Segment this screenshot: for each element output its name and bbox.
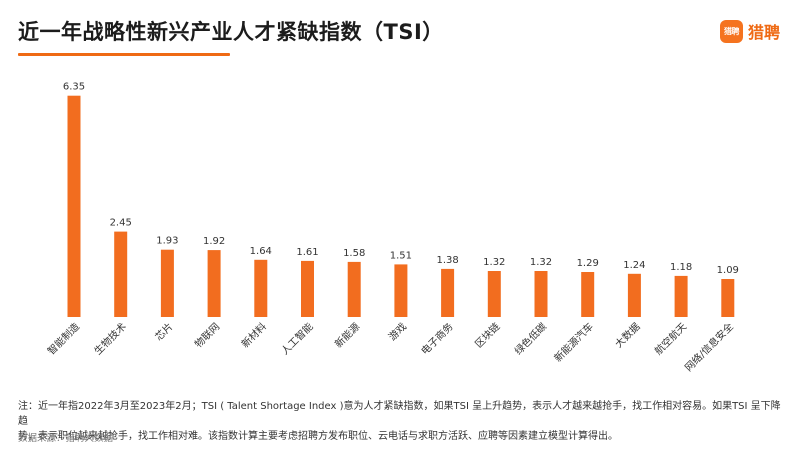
category-label-11: 绿色低碳 bbox=[512, 320, 549, 357]
category-label-12: 新能源汽车 bbox=[551, 320, 596, 365]
category-label-1: 智能制造 bbox=[45, 320, 82, 357]
liepin-logo-icon: 猎聘 bbox=[719, 19, 743, 43]
category-label-8: 游戏 bbox=[386, 320, 409, 343]
category-label-10: 区块链 bbox=[472, 320, 502, 350]
bar-6 bbox=[301, 260, 314, 317]
value-label-13: 1.24 bbox=[623, 260, 645, 271]
bar-2 bbox=[114, 231, 128, 317]
value-label-7: 1.58 bbox=[343, 248, 365, 259]
category-label-3: 芯片 bbox=[152, 320, 175, 343]
bar-14 bbox=[674, 275, 688, 317]
bar-chart: 6.35 智能制造 2.45 生物技术 1.93 芯片 1.92 物联网 1.64 新材料 1.61… bbox=[45, 82, 739, 374]
data-source: 数据来源：猎聘大数据 bbox=[18, 433, 114, 444]
bar-15 bbox=[721, 279, 735, 317]
value-label-3: 1.93 bbox=[156, 236, 178, 247]
category-label-4: 物联网 bbox=[192, 320, 222, 350]
category-label-2: 生物技术 bbox=[91, 320, 128, 357]
value-label-11: 1.32 bbox=[530, 257, 552, 268]
value-label-14: 1.18 bbox=[670, 262, 692, 273]
logo-text: 猎聘 bbox=[747, 23, 780, 42]
value-label-15: 1.09 bbox=[717, 265, 739, 276]
page-title: 近一年战略性新兴产业人才紧缺指数（TSI） bbox=[18, 20, 444, 44]
value-label-8: 1.51 bbox=[390, 250, 412, 261]
bar-12 bbox=[581, 272, 595, 317]
logo: 猎聘 猎聘 bbox=[719, 19, 780, 43]
title-underline bbox=[18, 53, 230, 56]
category-label-14: 航空航天 bbox=[652, 320, 689, 357]
bar-3 bbox=[160, 249, 174, 317]
footnote-line-1: 注：近一年指2022年3月至2023年2月；TSI ( Talent Short… bbox=[18, 401, 781, 427]
category-label-6: 人工智能 bbox=[278, 320, 315, 357]
bar-7 bbox=[347, 261, 361, 317]
footnote-line-2: 势，表示职位越来越抢手，找工作相对难。该指数计算主要考虑招聘方发布职位、云电话与… bbox=[18, 431, 618, 442]
category-label-9: 电子商务 bbox=[418, 320, 455, 357]
value-label-2: 2.45 bbox=[110, 218, 132, 229]
value-label-6: 1.61 bbox=[296, 247, 318, 258]
value-label-12: 1.29 bbox=[577, 258, 599, 269]
bar-13 bbox=[627, 273, 641, 317]
bar-1 bbox=[67, 95, 81, 317]
value-label-1: 6.35 bbox=[63, 82, 85, 93]
value-label-5: 1.64 bbox=[250, 246, 272, 257]
bar-8 bbox=[394, 264, 408, 317]
footnote: 注：近一年指2022年3月至2023年2月；TSI ( Talent Short… bbox=[18, 399, 788, 444]
bar-5 bbox=[254, 259, 268, 317]
value-label-9: 1.38 bbox=[436, 255, 458, 266]
category-label-15: 网络/信息安全 bbox=[682, 320, 736, 374]
category-label-5: 新材料 bbox=[239, 320, 269, 350]
value-label-10: 1.32 bbox=[483, 257, 505, 268]
bar-10 bbox=[487, 271, 501, 317]
bar-11 bbox=[534, 271, 548, 317]
category-label-13: 大数据 bbox=[612, 320, 642, 350]
value-label-4: 1.92 bbox=[203, 236, 225, 247]
bar-9 bbox=[441, 268, 455, 317]
bar-4 bbox=[207, 250, 221, 317]
category-label-7: 新能源 bbox=[332, 320, 362, 350]
